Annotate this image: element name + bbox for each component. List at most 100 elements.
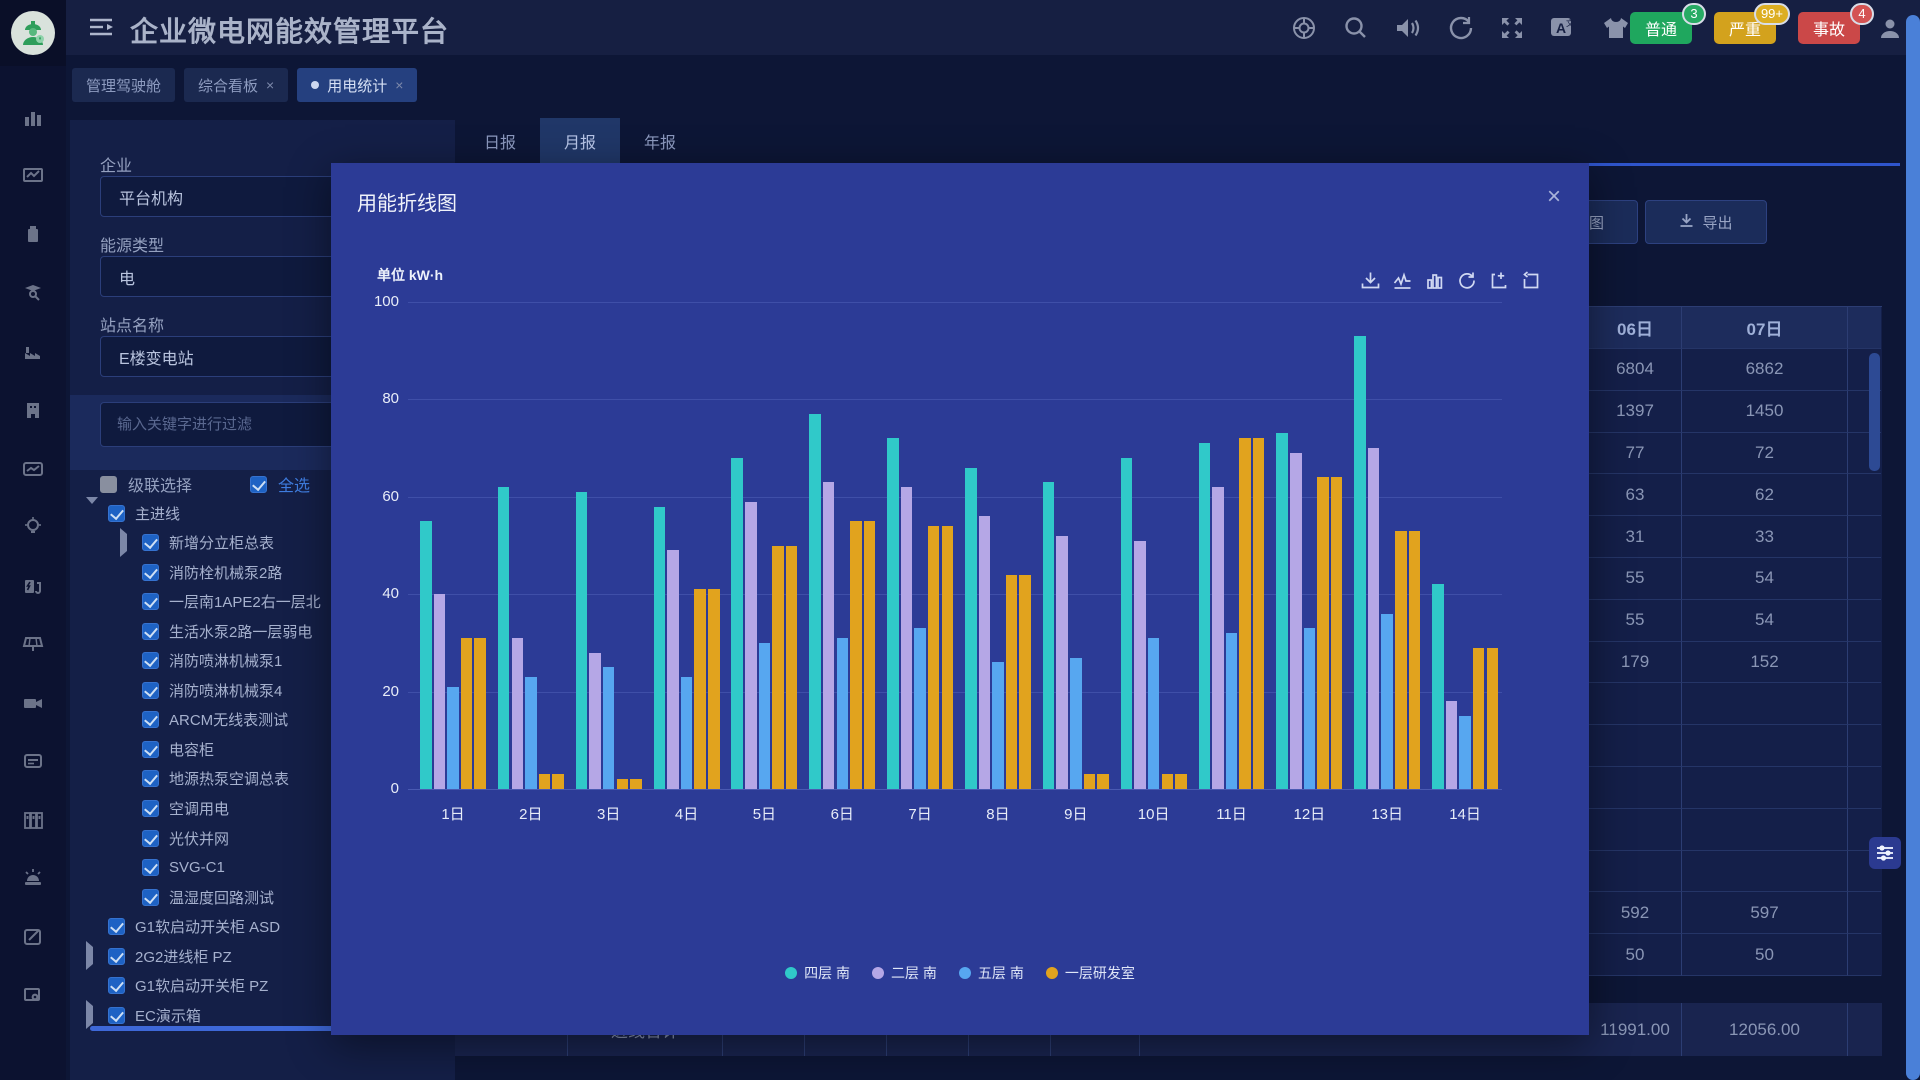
report-tab-0[interactable]: 日报 <box>483 134 516 152</box>
expand-arrow-icon[interactable] <box>86 941 93 971</box>
tree-checkbox[interactable] <box>142 563 159 581</box>
data-zoom-icon[interactable] <box>1489 271 1508 295</box>
tree-item[interactable]: 消防喷淋机械泵1 <box>120 648 282 674</box>
gear-doc-icon[interactable] <box>16 978 50 1012</box>
tree-item[interactable]: 温湿度回路测试 <box>120 884 274 910</box>
tree-checkbox[interactable] <box>142 681 159 699</box>
building-icon[interactable] <box>16 393 50 427</box>
expand-arrow-icon[interactable] <box>120 527 127 557</box>
tree-checkbox[interactable] <box>142 740 159 758</box>
search-icon[interactable] <box>1343 15 1368 40</box>
tree-checkbox[interactable] <box>142 829 159 847</box>
tree-item[interactable]: 空调用电 <box>120 796 229 822</box>
tree-item[interactable]: 2G2进线柜 PZ <box>86 941 232 971</box>
close-tab-icon[interactable]: × <box>266 77 275 93</box>
tree-item[interactable]: 生活水泵2路一层弱电 <box>120 618 312 644</box>
tree-item[interactable]: 地源热泵空调总表 <box>120 766 289 792</box>
page-scrollbar[interactable] <box>1906 15 1920 1080</box>
bar-chart-icon[interactable] <box>1425 271 1444 295</box>
tree-item[interactable]: 光伏并网 <box>120 825 229 851</box>
legend-item[interactable]: 五层 南 <box>958 963 1024 983</box>
tree-checkbox[interactable] <box>142 800 159 817</box>
tree-checkbox[interactable] <box>108 947 125 965</box>
refresh-icon[interactable] <box>1448 15 1474 41</box>
tree-item[interactable]: EC演示箱 <box>86 1000 201 1030</box>
expand-arrow-icon[interactable] <box>86 1000 93 1030</box>
tree-item[interactable]: 一层南1APE2右一层北 <box>120 589 321 615</box>
factory-icon[interactable] <box>16 334 50 368</box>
camera-icon[interactable] <box>16 685 50 719</box>
tree-item[interactable]: 电容柜 <box>120 736 214 762</box>
help-icon[interactable] <box>1291 15 1317 41</box>
alarm-badge-accident[interactable]: 事故 4 <box>1798 2 1874 44</box>
select-all-checkbox[interactable] <box>250 475 268 493</box>
alarm-badge-normal[interactable]: 普通 3 <box>1630 2 1706 44</box>
tree-checkbox[interactable] <box>108 977 125 995</box>
theme-icon[interactable] <box>1602 16 1630 40</box>
tree-checkbox[interactable] <box>108 504 125 522</box>
line-chart-icon[interactable] <box>1393 271 1412 295</box>
table-vertical-scrollbar[interactable] <box>1869 353 1880 471</box>
zoom-reset-icon[interactable] <box>1521 271 1540 295</box>
legend-item[interactable]: 一层研发室 <box>1045 963 1135 983</box>
solar-panel-icon[interactable] <box>16 627 50 661</box>
close-tab-icon[interactable]: × <box>395 77 404 93</box>
volume-icon[interactable] <box>1394 16 1422 40</box>
tree-item[interactable]: 新增分立柜总表 <box>120 527 274 557</box>
tree-checkbox[interactable] <box>142 711 159 729</box>
edit-form-icon[interactable] <box>16 919 50 953</box>
tree-checkbox[interactable] <box>142 593 159 611</box>
tree-item[interactable]: 消防喷淋机械泵4 <box>120 677 282 703</box>
charging-pile-icon[interactable] <box>16 568 50 602</box>
fullscreen-icon[interactable] <box>1500 16 1524 40</box>
expand-arrow-icon[interactable] <box>86 497 98 521</box>
tree-item[interactable]: 主进线 <box>86 497 180 526</box>
tree-checkbox[interactable] <box>142 652 159 670</box>
trend-card-icon[interactable] <box>16 451 50 485</box>
legend-item[interactable]: 四层 南 <box>785 963 850 983</box>
tree-checkbox[interactable] <box>142 770 159 788</box>
filter-settings-button[interactable] <box>1869 837 1901 869</box>
tab-chip-0[interactable]: 管理驾驶舱 <box>72 68 176 102</box>
tree-checkbox[interactable] <box>142 534 159 552</box>
tab-chip-1[interactable]: 综合看板 × <box>184 68 289 102</box>
tree-horizontal-scrollbar[interactable] <box>90 1026 403 1031</box>
tree-checkbox[interactable] <box>142 622 159 640</box>
monitor-chart-icon[interactable] <box>16 159 50 193</box>
bar-一层研发室-3日 <box>630 779 642 789</box>
tree-item[interactable]: 消防栓机械泵2路 <box>120 559 282 585</box>
card-reader-icon[interactable] <box>16 744 50 778</box>
tree-item[interactable]: G1软启动开关柜 PZ <box>86 973 268 999</box>
collapse-menu-icon[interactable] <box>88 16 114 43</box>
close-icon[interactable]: × <box>1546 183 1561 210</box>
tree-checkbox[interactable] <box>142 859 159 877</box>
tab-chip-2[interactable]: 用电统计 × <box>297 68 418 102</box>
alarm-lamp-icon[interactable] <box>16 861 50 895</box>
select-all-label[interactable]: 全选 <box>278 478 311 495</box>
stats-bar-icon[interactable] <box>16 100 50 134</box>
user-avatar-icon[interactable] <box>1878 16 1902 45</box>
export-button[interactable]: 导出 <box>1645 200 1767 244</box>
tree-checkbox[interactable] <box>142 888 159 906</box>
tree-item[interactable]: G1软启动开关柜 ASD <box>86 914 280 940</box>
device-battery-icon[interactable] <box>16 217 50 251</box>
tree-item[interactable]: SVG-C1 <box>120 855 225 881</box>
tree-item[interactable]: ARCM无线表测试 <box>120 707 288 733</box>
legend-item[interactable]: 二层 南 <box>872 963 937 983</box>
bar-一层研发室-5日 <box>785 545 798 789</box>
report-tab-2[interactable]: 年报 <box>643 134 676 152</box>
tab-chip-label: 综合看板 <box>198 77 259 95</box>
save-image-icon[interactable] <box>1361 271 1380 295</box>
inspection-icon[interactable] <box>16 276 50 310</box>
tree-checkbox[interactable] <box>108 918 125 936</box>
tree-checkbox[interactable] <box>108 1006 125 1024</box>
report-tab-1[interactable]: 月报 <box>540 118 620 163</box>
column-header[interactable]: 07日 <box>1682 307 1848 349</box>
bulb-icon[interactable] <box>16 510 50 544</box>
cascade-checkbox[interactable] <box>100 475 117 493</box>
cabinet-icon[interactable] <box>16 802 50 836</box>
alarm-badge-severe[interactable]: 严重 99+ <box>1714 2 1790 44</box>
restore-icon[interactable] <box>1457 271 1476 295</box>
column-header[interactable]: 06日 <box>1589 307 1682 349</box>
